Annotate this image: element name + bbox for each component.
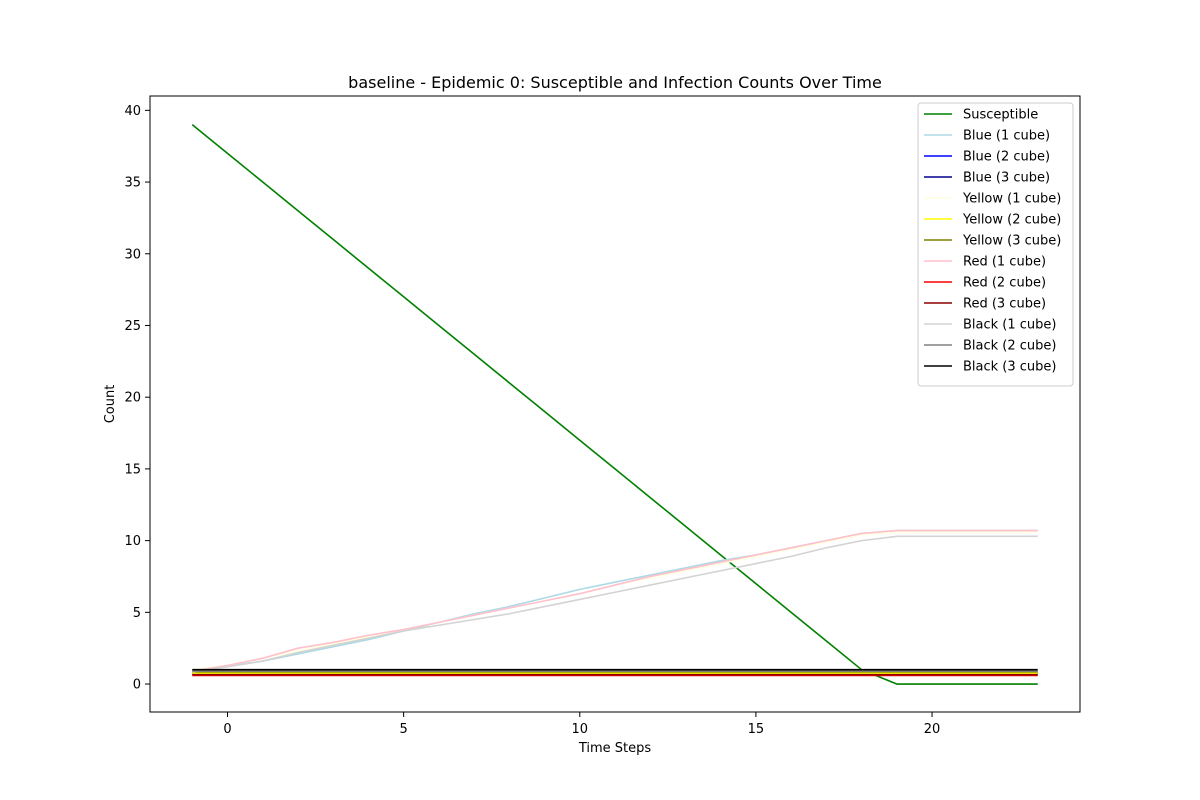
legend-entry-label: Blue (3 cube) [963, 171, 1050, 186]
y-tick-label: 25 [124, 319, 141, 334]
y-tick-label: 15 [124, 462, 141, 477]
legend-entry-label: Blue (2 cube) [963, 150, 1050, 165]
x-tick-label: 20 [924, 722, 941, 737]
x-tick-label: 0 [223, 722, 231, 737]
y-axis-label: Count [103, 385, 118, 424]
x-axis: 0 5 10 15 20 [223, 712, 940, 737]
legend-entry-label: Red (1 cube) [963, 255, 1046, 270]
y-tick-label: 10 [124, 534, 141, 549]
legend-entry-label: Red (3 cube) [963, 297, 1046, 312]
x-tick-label: 15 [748, 722, 765, 737]
legend-entry-label: Black (3 cube) [963, 360, 1057, 375]
y-tick-label: 5 [133, 606, 141, 621]
series-line-susceptible [191, 124, 1038, 685]
x-tick-label: 10 [571, 722, 588, 737]
series-line-black-1-cube [192, 535, 1038, 673]
series-line-red-1-cube [192, 529, 1038, 672]
plot-frame [149, 95, 1081, 713]
x-tick-label: 5 [399, 722, 407, 737]
x-axis-label: Time Steps [578, 741, 652, 756]
legend-entry-label: Yellow (1 cube) [962, 192, 1061, 207]
y-tick-label: 0 [133, 678, 141, 693]
legend-entry-label: Red (2 cube) [963, 276, 1046, 291]
chart-title: baseline - Epidemic 0: Susceptible and I… [348, 73, 882, 92]
legend: Susceptible Blue (1 cube) Blue (2 cube) Blu… [917, 102, 1074, 387]
legend-box [917, 102, 1074, 387]
legend-entry-label: Susceptible [963, 108, 1038, 123]
legend-entry-label: Black (1 cube) [963, 318, 1057, 333]
y-tick-label: 35 [124, 176, 141, 191]
legend-entry-label: Yellow (3 cube) [962, 234, 1061, 249]
y-tick-label: 20 [124, 391, 141, 406]
legend-entry-label: Yellow (2 cube) [962, 213, 1061, 228]
series-lines [191, 124, 1038, 685]
y-tick-label: 30 [124, 247, 141, 262]
y-axis: 0 5 10 15 20 25 30 35 40 [124, 104, 150, 693]
legend-entry-label: Blue (1 cube) [963, 129, 1050, 144]
legend-entry-label: Black (2 cube) [963, 339, 1057, 354]
y-tick-label: 40 [124, 104, 141, 119]
